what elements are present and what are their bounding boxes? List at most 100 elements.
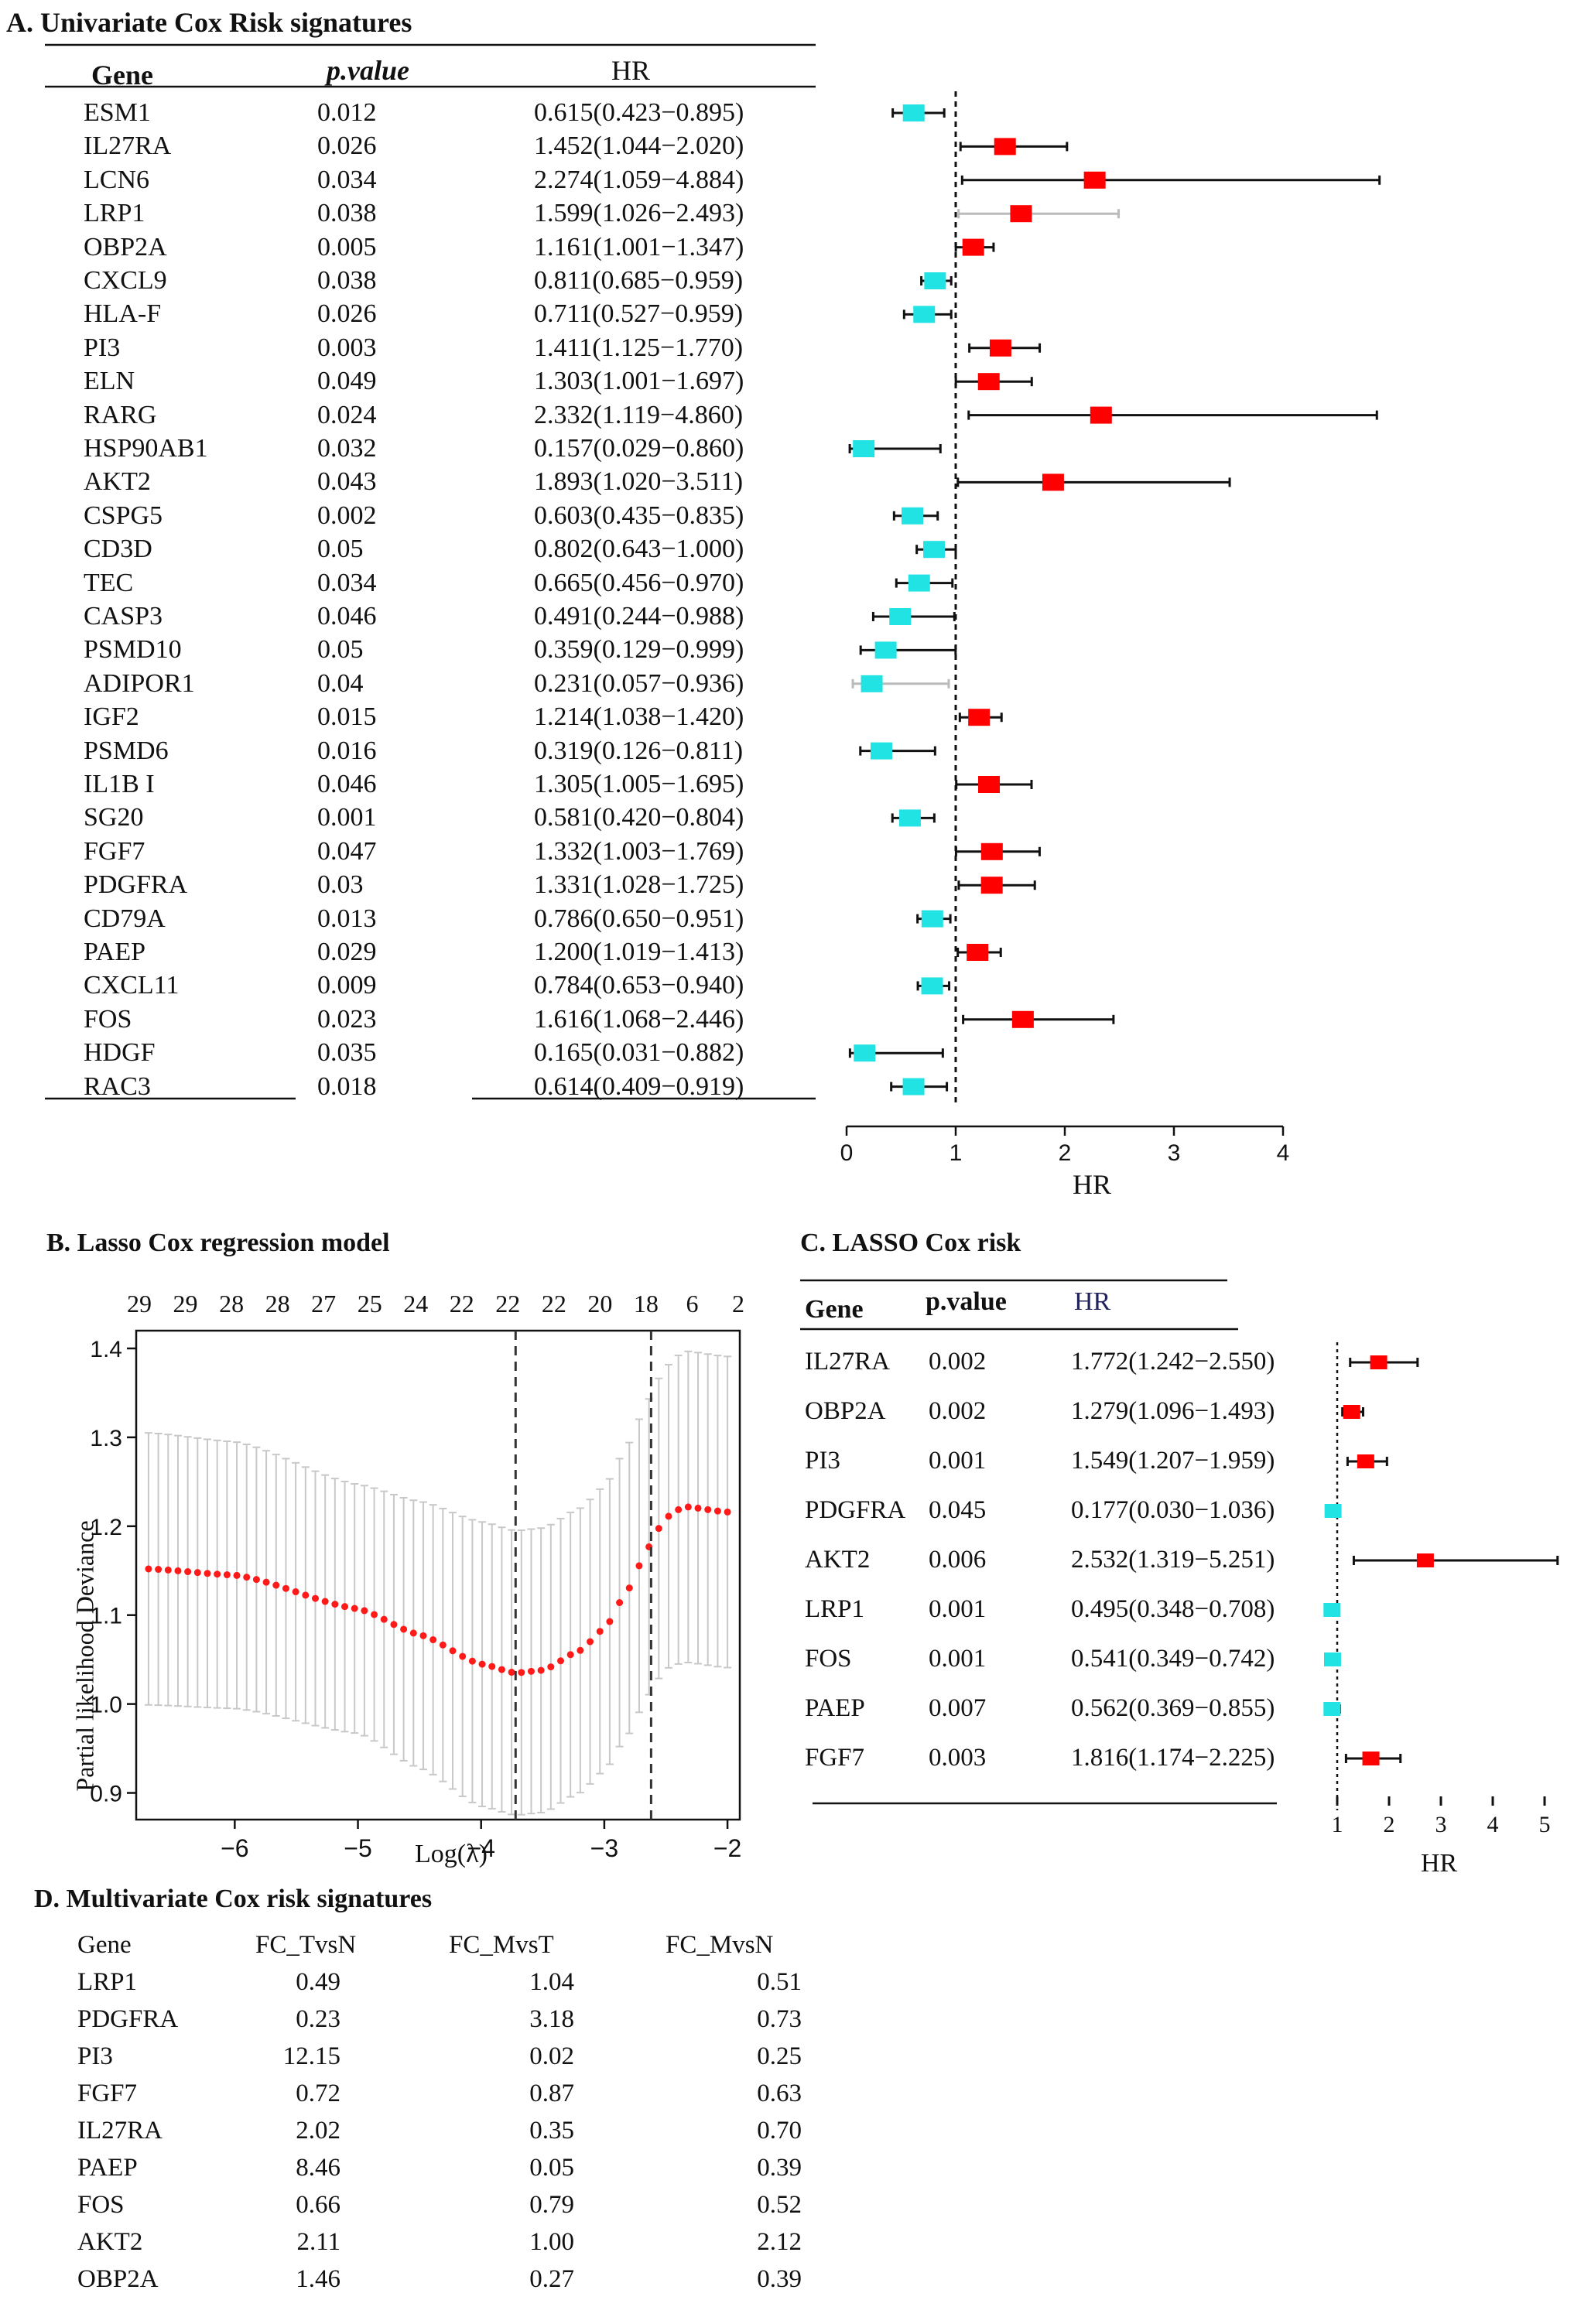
panel-c-gene-4: PDGFRA: [805, 1496, 906, 1524]
panel-a-tick-label-1: 1: [950, 1140, 963, 1166]
panel-d-cell-r9-c1: OBP2A: [77, 2265, 159, 2293]
panel-a-tick-label-3: 3: [1168, 1140, 1181, 1166]
panel-c-point-8: [1323, 1702, 1341, 1716]
panel-b-top-label-6: 25: [358, 1290, 382, 1318]
panel-b-top-label-7: 24: [403, 1290, 428, 1318]
panel-b-ytick-label-2: 1.1: [90, 1604, 122, 1629]
panel-d-cell-r7-c1: FOS: [77, 2191, 125, 2219]
panel-b-point-31: [439, 1641, 447, 1649]
panel-a-point-12: [1042, 473, 1064, 491]
panel-a-pvalue-3: 0.034: [317, 165, 377, 194]
panel-b-point-17: [302, 1591, 310, 1599]
panel-a-gene-21: IL1B I: [84, 770, 155, 798]
panel-b-point-54: [665, 1512, 672, 1520]
panel-d-cell-r9-c2: 1.46: [296, 2265, 340, 2293]
panel-d-cell-r4-c1: FGF7: [77, 2080, 138, 2107]
panel-b-point-59: [713, 1507, 721, 1515]
panel-c-tick-label-3: 4: [1487, 1812, 1499, 1837]
panel-a-hr-text-14: 0.802(0.643−1.000): [534, 535, 744, 564]
panel-b-point-13: [262, 1578, 270, 1586]
panel-b-ytick-label-0: 0.9: [90, 1782, 122, 1807]
panel-a-point-29: [854, 1044, 876, 1062]
panel-c-pvalue-4: 0.045: [929, 1496, 987, 1524]
panel-a-gene-28: FOS: [84, 1004, 132, 1034]
panel-b-point-21: [341, 1603, 349, 1611]
panel-d-cell-r2-c4: 0.73: [757, 2005, 802, 2033]
panel-b-top-label-10: 22: [542, 1290, 566, 1318]
panel-b-point-4: [174, 1567, 182, 1574]
panel-d-cell-r8-c4: 2.12: [757, 2228, 802, 2256]
panel-b-top-label-8: 22: [450, 1290, 474, 1318]
panel-a-gene-3: LCN6: [84, 165, 149, 194]
panel-a-gene-10: RARG: [84, 400, 157, 429]
panel-c-pvalue-5: 0.006: [929, 1546, 987, 1574]
panel-a-pvalue-13: 0.002: [317, 501, 377, 530]
panel-a-header-hr: HR: [611, 55, 651, 86]
panel-b-point-58: [704, 1505, 712, 1513]
panel-a-point-22: [898, 809, 921, 827]
panel-c-gene-1: IL27RA: [805, 1348, 890, 1376]
panel-b-point-43: [557, 1657, 565, 1665]
panel-c-gene-7: FOS: [805, 1645, 852, 1673]
panel-d-cell-r5-c4: 0.70: [757, 2117, 802, 2145]
panel-b-point-37: [498, 1666, 505, 1673]
panel-a-gene-26: PAEP: [84, 938, 146, 966]
panel-d-cell-r9-c4: 0.39: [757, 2265, 802, 2293]
panel-a-pvalue-18: 0.04: [317, 668, 364, 698]
panel-c-pvalue-9: 0.003: [929, 1744, 987, 1772]
panel-a-point-17: [874, 641, 897, 659]
panel-a-point-7: [913, 306, 936, 323]
panel-c-header-gene: Gene: [805, 1295, 864, 1324]
panel-a-hr-text-10: 2.332(1.119−4.860): [534, 400, 744, 429]
panel-a-pvalue-23: 0.047: [317, 836, 377, 866]
panel-b-point-23: [361, 1607, 368, 1615]
panel-c-tick-label-0: 1: [1332, 1812, 1343, 1837]
panel-c-point-5: [1416, 1553, 1434, 1567]
panel-a-point-16: [889, 608, 912, 625]
panel-a-gene-12: AKT2: [84, 467, 151, 497]
panel-a-point-25: [921, 910, 943, 928]
panel-a-gene-30: RAC3: [84, 1071, 151, 1101]
panel-d-cell-r7-c4: 0.52: [757, 2191, 802, 2219]
panel-d-cell-r6-c4: 0.39: [757, 2154, 802, 2182]
panel-c-point-4: [1324, 1504, 1342, 1518]
panel-b-point-19: [321, 1598, 329, 1605]
panel-b-point-9: [223, 1571, 231, 1579]
panel-b-point-12: [252, 1576, 260, 1584]
panel-b-point-24: [371, 1611, 378, 1618]
panel-a-hr-text-21: 1.305(1.005−1.695): [534, 770, 744, 798]
panel-a-header-gene: Gene: [91, 60, 153, 91]
panel-d-cell-r7-c2: 0.66: [296, 2191, 340, 2219]
panel-b-xtick-label-2: −4: [467, 1834, 494, 1862]
panel-a-point-19: [968, 709, 991, 726]
panel-d-cell-r6-c2: 8.46: [296, 2154, 340, 2182]
panel-a-hr-text-26: 1.200(1.019−1.413): [534, 938, 744, 966]
panel-b-top-label-3: 28: [219, 1290, 244, 1318]
panel-d-cell-r8-c1: AKT2: [77, 2228, 143, 2256]
panel-a-point-10: [1090, 406, 1112, 424]
panel-a-gene-23: FGF7: [84, 836, 145, 866]
panel-a-hr-text-9: 1.303(1.001−1.697): [534, 367, 744, 396]
panel-a-point-14: [923, 541, 946, 559]
panel-b-point-38: [508, 1669, 515, 1676]
panel-a-point-8: [989, 339, 1011, 357]
panel-b-point-28: [409, 1629, 417, 1637]
panel-a-gene-7: HLA-F: [84, 299, 162, 329]
panel-d-cell-r3-c3: 0.02: [529, 2042, 574, 2070]
panel-a-pvalue-1: 0.012: [317, 98, 377, 127]
panel-a-pvalue-16: 0.046: [317, 602, 377, 631]
panel-a-point-1: [902, 104, 925, 121]
panel-a-gene-8: PI3: [84, 333, 121, 362]
panel-b-xtick-label-1: −5: [344, 1834, 371, 1862]
panel-c-point-7: [1323, 1652, 1341, 1666]
panel-b-title: B. Lasso Cox regression model: [46, 1229, 390, 1257]
panel-b-point-2: [155, 1566, 163, 1574]
panel-a-hr-text-15: 0.665(0.456−0.970): [534, 568, 744, 597]
panel-b-point-50: [625, 1584, 633, 1592]
panel-b-point-46: [587, 1638, 594, 1646]
panel-a-hr-text-19: 1.214(1.038−1.420): [534, 702, 744, 732]
panel-d-cell-r8-c2: 2.11: [296, 2228, 340, 2256]
panel-c-tick-label-1: 2: [1384, 1812, 1395, 1837]
panel-d-cell-r1-c4: 0.51: [757, 1968, 802, 1996]
panel-c-header-pvalue: p.value: [926, 1287, 1007, 1316]
